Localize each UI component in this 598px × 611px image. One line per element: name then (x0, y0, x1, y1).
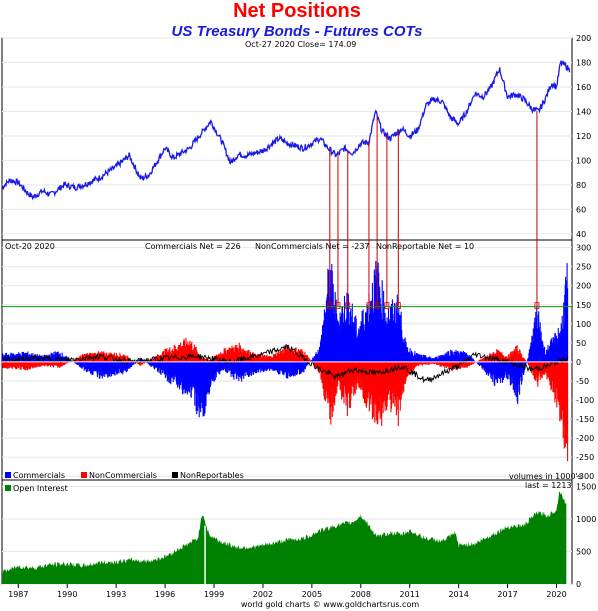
net-legend: Commercials NonCommercials NonReportable… (5, 471, 244, 480)
price-y-tick-label: 100 (576, 156, 591, 165)
x-tick-label: 1999 (204, 590, 224, 599)
net-y-tick-label: 200 (576, 282, 591, 291)
x-tick-label: 2020 (546, 590, 566, 599)
signal-marker-box (395, 302, 401, 310)
net-y-tick-label: -100 (576, 396, 594, 405)
price-y-tick-label: 120 (576, 132, 591, 141)
net-y-tick-label: 150 (576, 301, 591, 310)
x-tick-label: 2017 (497, 590, 517, 599)
net-layer (1, 110, 572, 477)
signal-marker-box (327, 302, 333, 310)
legend-label-open-interest: Open Interest (13, 484, 68, 493)
x-tick-label: 2011 (400, 590, 420, 599)
net-y-tick-label: -300 (576, 472, 594, 481)
signal-marker-box (534, 302, 540, 310)
commercials-series (1, 261, 569, 418)
price-y-tick-label: 60 (576, 205, 586, 214)
legend-swatch-open-interest (5, 485, 11, 491)
chart-title: Net Positions (233, 0, 361, 22)
signal-marker-box (345, 302, 351, 310)
net-y-tick-label: -150 (576, 415, 594, 424)
price-y-tick-label: 140 (576, 107, 591, 116)
net-y-tick-label: 100 (576, 320, 591, 329)
x-tick-label: 2002 (253, 590, 273, 599)
net-y-tick-label: 50 (576, 339, 586, 348)
x-tick-label: 2008 (351, 590, 371, 599)
net-y-tick-label: -200 (576, 434, 594, 443)
price-y-tick-label: 160 (576, 83, 591, 92)
chart-footer: world gold charts © www.goldchartsrus.co… (241, 600, 419, 609)
oi-units-note: volumes in 1000's (509, 472, 582, 481)
price-layer (1, 37, 572, 235)
x-tick-label: 1990 (57, 590, 77, 599)
price-panel-frame (1, 37, 573, 241)
legend-label-noncommercials: NonCommercials (89, 471, 157, 480)
price-y-tick-label: 40 (576, 230, 586, 239)
x-tick-label: 1993 (106, 590, 126, 599)
price-y-tick-label: 80 (576, 181, 586, 190)
net-y-tick-label: -250 (576, 453, 594, 462)
net-y-tick-label: 250 (576, 263, 591, 272)
chart-subtitle: US Treasury Bonds - Futures COTs (172, 23, 423, 40)
open-interest-area (2, 491, 567, 584)
nonreportables-line (1, 344, 569, 384)
signal-marker-box (335, 302, 341, 310)
legend-swatch-noncommercials (81, 472, 87, 478)
net-y-tick-label: 300 (576, 244, 591, 253)
legend-swatch-commercials (5, 472, 11, 478)
legend-label-commercials: Commercials (13, 471, 65, 480)
commercials-net-label: Commercials Net = 226 (145, 242, 241, 251)
net-panel-date: Oct-20 2020 (5, 242, 55, 251)
price-panel-header: Oct-27 2020 Close= 174.09 (245, 40, 356, 49)
oi-y-tick-label: 1000 (576, 515, 596, 524)
x-tick-label: 2014 (448, 590, 468, 599)
nonreportable-net-label: NonReportable Net = 10 (376, 242, 474, 251)
legend-label-nonreportables: NonReportables (180, 471, 244, 480)
oi-y-tick-label: 1500 (576, 483, 596, 492)
noncommercials-net-label: NonCommercials Net = -237 (255, 242, 370, 251)
signal-marker-box (374, 302, 380, 310)
oi-last-note: last = 1213 (525, 481, 572, 490)
oi-layer (2, 486, 572, 585)
price-line (1, 60, 571, 201)
oi-y-tick-label: 0 (576, 580, 581, 589)
x-tick-label: 2005 (302, 590, 322, 599)
x-tick-label: 1987 (8, 590, 28, 599)
signal-marker-box (366, 302, 372, 310)
axis-layer: 40 60 80 100 120 140 160 180 200 -300 -250 -200 -150… (8, 34, 596, 599)
price-y-tick-label: 200 (576, 34, 591, 43)
signal-marker-box (384, 302, 390, 310)
oi-y-tick-label: 500 (576, 548, 591, 557)
net-y-tick-label: -50 (576, 377, 589, 386)
price-y-tick-label: 180 (576, 58, 591, 67)
x-tick-label: 1996 (155, 590, 175, 599)
legend-swatch-nonreportables (172, 472, 178, 478)
net-y-tick-label: 0 (576, 358, 581, 367)
